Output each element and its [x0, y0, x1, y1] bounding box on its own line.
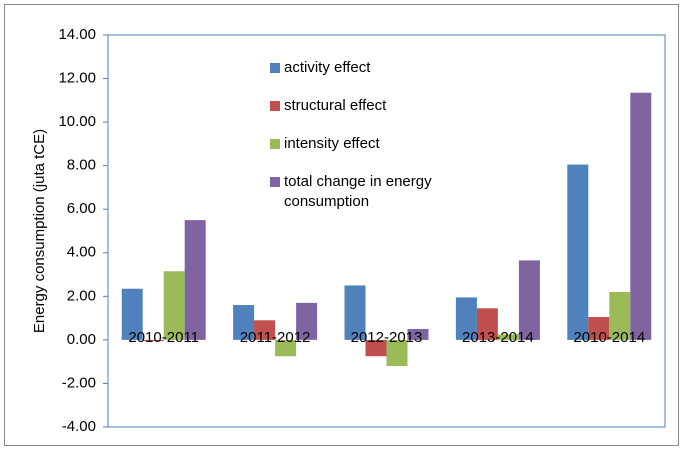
legend-item: structural effect — [270, 96, 485, 116]
chart-frame — [4, 4, 679, 446]
legend-item: total change in energy consumption — [270, 172, 485, 212]
bar — [518, 260, 540, 340]
legend-label: total change in energy consumption — [284, 173, 432, 210]
bar — [386, 339, 408, 367]
bar — [455, 297, 477, 340]
y-tick-label: 4.00 — [67, 244, 96, 261]
x-tick-label: 2012-2013 — [351, 329, 423, 346]
y-tick-label: 10.00 — [58, 113, 96, 130]
legend-label: structural effect — [284, 97, 387, 114]
legend-label: activity effect — [284, 59, 371, 76]
y-tick-label: 8.00 — [67, 157, 96, 174]
legend-item: activity effect — [270, 58, 485, 78]
y-tick-label: 12.00 — [58, 70, 96, 87]
bar — [275, 339, 297, 357]
x-tick-label: 2010-2011 — [128, 329, 199, 346]
plot-border — [107, 34, 666, 428]
legend-swatch — [270, 101, 280, 111]
bar — [296, 302, 318, 340]
bar — [476, 308, 498, 340]
bar — [163, 271, 185, 340]
bar — [407, 329, 429, 340]
bar — [609, 291, 631, 340]
legend-swatch — [270, 139, 280, 149]
y-tick-label: -4.00 — [62, 418, 96, 435]
bar — [121, 288, 143, 340]
y-axis-label: Energy consumption (juta tCE) — [31, 129, 48, 333]
bar — [254, 320, 276, 340]
legend-swatch — [270, 177, 280, 187]
x-tick-label: 2013-2014 — [462, 329, 534, 346]
bar — [344, 285, 366, 340]
y-tick-label: 2.00 — [67, 287, 96, 304]
y-tick-label: -2.00 — [62, 374, 96, 391]
bar — [567, 164, 589, 340]
bar — [588, 317, 610, 340]
bar — [365, 339, 387, 357]
legend-item: intensity effect — [270, 134, 485, 154]
y-tick-label: 14.00 — [58, 26, 96, 43]
legend-label: intensity effect — [284, 135, 380, 152]
bar — [184, 220, 206, 340]
bar — [233, 305, 255, 340]
legend-swatch — [270, 63, 280, 73]
y-tick-label: 6.00 — [67, 200, 96, 217]
bar — [497, 334, 519, 340]
bar — [630, 92, 652, 340]
x-tick-label: 2010-2014 — [573, 329, 645, 346]
bar — [142, 339, 164, 341]
x-tick-label: 2011-2012 — [240, 329, 311, 346]
legend: activity effect structural effect intensit… — [270, 58, 485, 230]
y-tick-label: 0.00 — [67, 331, 96, 348]
